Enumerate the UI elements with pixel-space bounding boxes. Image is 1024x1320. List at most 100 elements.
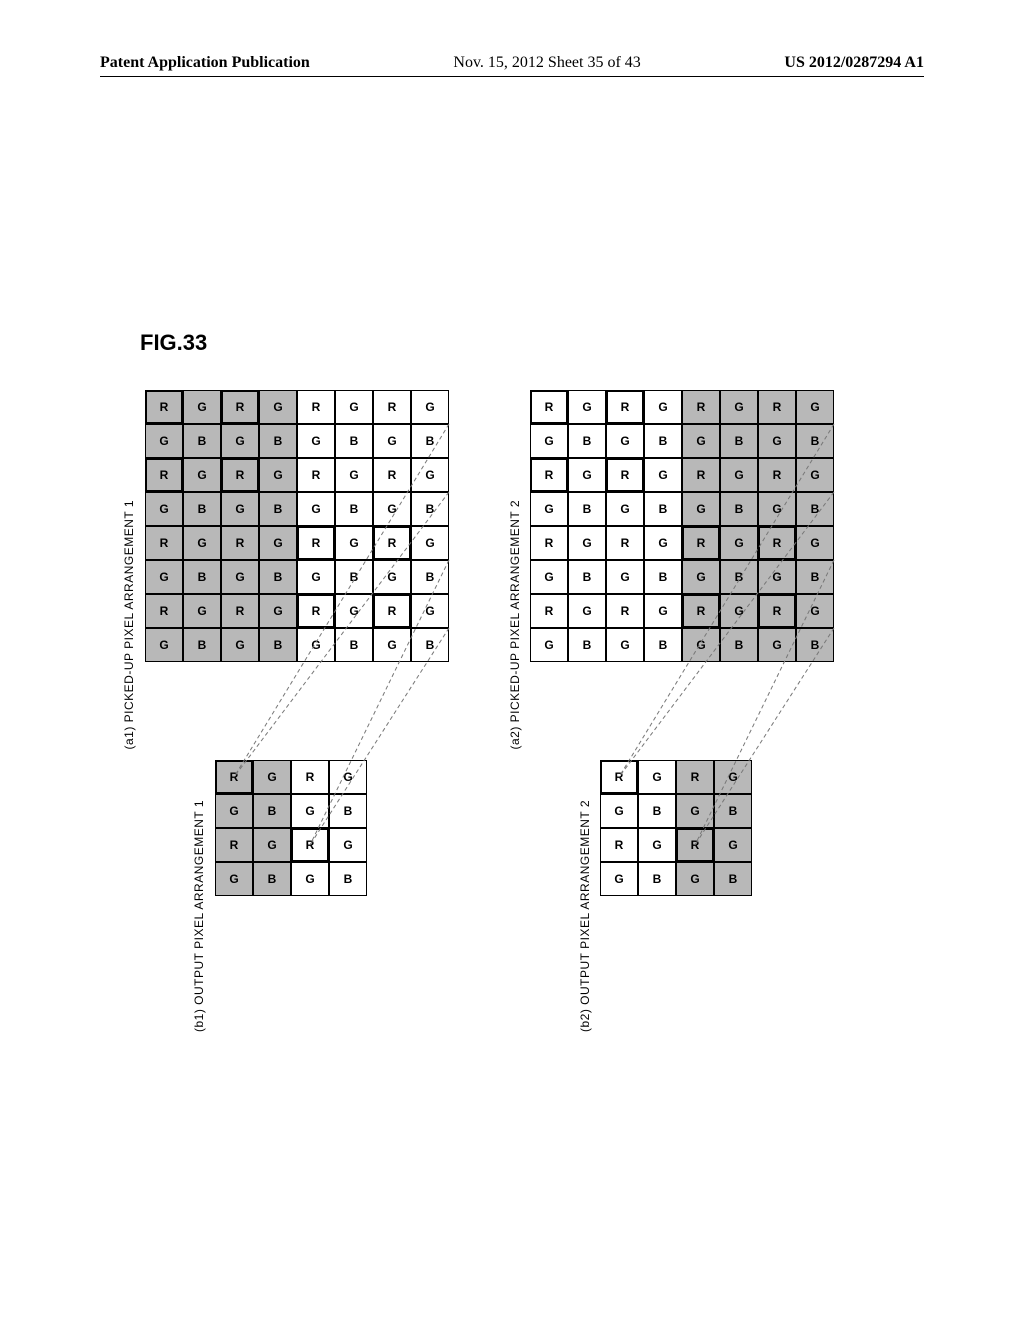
grid-b2: RGRGGBGBRGRGGBGB [600,760,752,896]
pixel-cell: G [720,526,758,560]
pixel-cell: B [720,628,758,662]
pixel-cell: R [373,594,411,628]
label-a2: (a2) PICKED-UP PIXEL ARRANGEMENT 2 [508,500,522,750]
pixel-cell: G [644,594,682,628]
pixel-cell: G [373,424,411,458]
pixel-cell: G [530,424,568,458]
pixel-cell: G [606,424,644,458]
pixel-cell: G [259,594,297,628]
pixel-cell: B [183,424,221,458]
pixel-cell: G [297,424,335,458]
pixel-cell: G [638,828,676,862]
pixel-cell: G [411,594,449,628]
pixel-cell: R [291,760,329,794]
pixel-cell: B [568,560,606,594]
pixel-cell: R [373,390,411,424]
pixel-cell: B [411,560,449,594]
pixel-cell: R [758,390,796,424]
header-left: Patent Application Publication [100,54,310,72]
pixel-cell: G [335,458,373,492]
pixel-cell: G [644,458,682,492]
pixel-cell: R [215,760,253,794]
pixel-cell: B [253,794,291,828]
pixel-cell: G [183,526,221,560]
pixel-cell: G [568,594,606,628]
pixel-cell: G [145,492,183,526]
pixel-cell: R [221,458,259,492]
pixel-cell: R [145,458,183,492]
pixel-cell: B [259,424,297,458]
pixel-cell: R [758,526,796,560]
pixel-cell: R [215,828,253,862]
pixel-cell: B [259,492,297,526]
pixel-cell: G [145,628,183,662]
pixel-cell: R [606,526,644,560]
pixel-cell: G [682,492,720,526]
pixel-cell: R [530,594,568,628]
pixel-cell: R [145,390,183,424]
pixel-cell: G [720,390,758,424]
pixel-cell: B [335,492,373,526]
pixel-cell: G [215,862,253,896]
pixel-cell: B [335,628,373,662]
pixel-cell: B [259,628,297,662]
pixel-cell: G [530,492,568,526]
pixel-cell: B [720,424,758,458]
pixel-cell: G [291,794,329,828]
pixel-cell: G [758,492,796,526]
pixel-cell: R [606,594,644,628]
pixel-cell: R [682,594,720,628]
pixel-cell: G [644,390,682,424]
pixel-cell: B [568,424,606,458]
pixel-cell: B [411,424,449,458]
pixel-cell: G [221,424,259,458]
pixel-cell: G [682,560,720,594]
pixel-cell: B [335,424,373,458]
pixel-cell: G [297,492,335,526]
pixel-cell: B [411,628,449,662]
pixel-cell: R [221,594,259,628]
pixel-cell: G [373,560,411,594]
pixel-cell: B [714,862,752,896]
grid-b1: RGRGGBGBRGRGGBGB [215,760,367,896]
pixel-cell: G [606,628,644,662]
pixel-cell: G [373,628,411,662]
pixel-cell: G [297,628,335,662]
pixel-cell: B [644,492,682,526]
pixel-cell: B [644,424,682,458]
figure-label: FIG.33 [140,330,207,356]
pixel-cell: G [183,594,221,628]
pixel-cell: G [568,458,606,492]
pixel-cell: G [600,794,638,828]
pixel-cell: G [335,526,373,560]
pixel-cell: B [796,628,834,662]
pixel-cell: B [644,628,682,662]
pixel-cell: G [758,560,796,594]
pixel-cell: R [221,390,259,424]
pixel-cell: G [291,862,329,896]
pixel-cell: B [714,794,752,828]
pixel-cell: R [530,526,568,560]
pixel-cell: B [329,862,367,896]
pixel-cell: G [796,458,834,492]
pixel-cell: G [329,760,367,794]
pixel-cell: G [682,628,720,662]
pixel-cell: B [638,794,676,828]
pixel-cell: R [682,390,720,424]
pixel-cell: G [796,390,834,424]
header-center: Nov. 15, 2012 Sheet 35 of 43 [453,54,640,72]
pixel-cell: B [568,492,606,526]
pixel-cell: G [796,594,834,628]
pixel-cell: R [297,594,335,628]
pixel-cell: G [676,794,714,828]
pixel-cell: B [796,560,834,594]
pixel-cell: G [221,560,259,594]
pixel-cell: G [183,390,221,424]
pixel-cell: G [796,526,834,560]
pixel-cell: R [297,390,335,424]
pixel-cell: G [720,594,758,628]
pixel-cell: R [297,458,335,492]
label-a1: (a1) PICKED-UP PIXEL ARRANGEMENT 1 [122,500,136,750]
pixel-cell: G [606,560,644,594]
pixel-cell: B [335,560,373,594]
